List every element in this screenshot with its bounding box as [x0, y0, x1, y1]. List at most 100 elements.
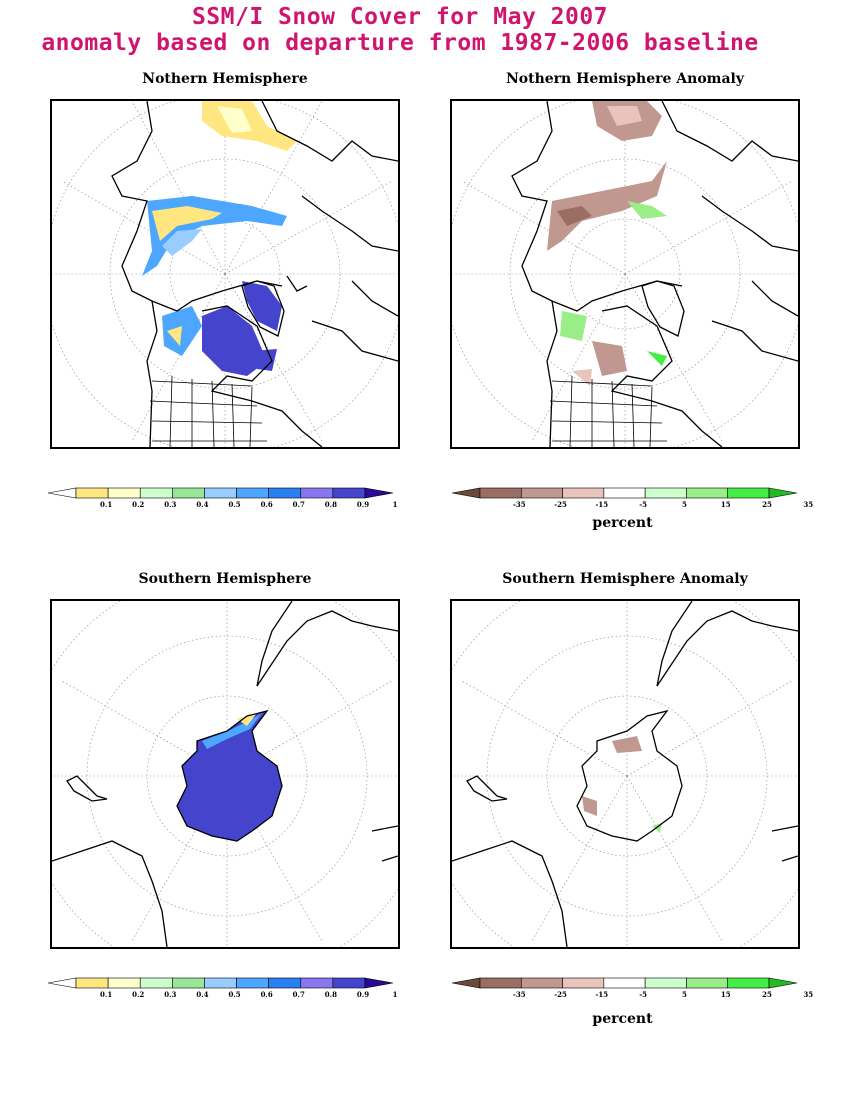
colorbar-tick-label: 0.2: [132, 500, 144, 509]
coastlines-sh-anomaly: [452, 601, 798, 947]
colorbar-left-extension: [47, 977, 77, 989]
colorbar-tick-label: -15: [596, 500, 609, 509]
colorbar-right-extension: [768, 977, 798, 989]
graticule: [52, 101, 398, 447]
colorbar-swatch: [332, 977, 366, 989]
colorbar-swatch: [268, 977, 302, 989]
colorbar-swatch: [172, 487, 205, 499]
colorbar-swatch: [686, 487, 729, 499]
map-sh-anomaly: [450, 599, 800, 949]
colorbar-tick-label: -5: [639, 990, 647, 999]
map-nh-anomaly: [450, 99, 800, 449]
colorbar-swatch: [603, 487, 646, 499]
colorbar-tick-label: -25: [554, 500, 567, 509]
colorbar-swatch: [520, 977, 563, 989]
map-nh: [50, 99, 400, 449]
coastlines-nh-anomaly: [511, 101, 798, 447]
colorbar-swatch: [520, 487, 563, 499]
colorbar-tick-label: 15: [721, 990, 731, 999]
colorbar-swatch: [727, 977, 770, 989]
colorbar-tick-label: 0.9: [357, 990, 369, 999]
colorbar-tick-label: 0.7: [293, 500, 305, 509]
colorbar-tick-label: 0.5: [228, 990, 240, 999]
state-borders: [549, 375, 667, 447]
colorbar-swatch: [603, 977, 646, 989]
main-subtitle: anomaly based on departure from 1987-200…: [41, 30, 759, 56]
colorbar-swatch: [236, 487, 269, 499]
colorbar-swatch: [236, 977, 269, 989]
colorbar-tick-label: 5: [682, 500, 687, 509]
colorbar-tick-label: -15: [596, 990, 609, 999]
colorbar-left-extension: [451, 977, 481, 989]
colorbar-nh-anomaly: -35 -25 -15 -5 5 15 25 35: [451, 487, 813, 509]
graticule: [452, 101, 798, 447]
colorbar-swatch: [300, 977, 334, 989]
colorbar-swatch: [644, 977, 687, 989]
colorbar-anomaly-svg: -35 -25 -15 -5 5 15 25 35: [451, 487, 813, 509]
panel-title-sh-anomaly: Southern Hemisphere Anomaly: [502, 571, 748, 587]
coastlines-sh: [52, 601, 398, 947]
colorbar-tick-label: -5: [639, 500, 647, 509]
colorbar-swatch: [332, 487, 366, 499]
colorbar-tick-label: 0.7: [293, 990, 305, 999]
colorbar-anomaly-svg: -35 -25 -15 -5 5 15 25 35: [451, 977, 813, 999]
panel-title-nh-anomaly: Nothern Hemisphere Anomaly: [505, 71, 744, 87]
panel-title-nh: Nothern Hemisphere: [142, 71, 308, 87]
colorbar-swatch: [139, 487, 173, 499]
colorbar-tick-label: 25: [762, 500, 772, 509]
colorbar-tick-label: 0.5: [228, 500, 240, 509]
panel-title-sh: Southern Hemisphere: [138, 571, 312, 587]
map-sh: [50, 599, 400, 949]
colorbar-sh-anomaly: -35 -25 -15 -5 5 15 25 35: [451, 977, 813, 999]
colorbar-fraction-svg: 0.1 0.2 0.3 0.4 0.5 0.6 0.7 0.8 0.9 1: [47, 487, 398, 509]
colorbar-right-extension: [768, 487, 798, 499]
colorbar-tick-label: 0.3: [164, 500, 176, 509]
graticule: [452, 601, 798, 947]
colorbar-tick-label: 0.3: [164, 990, 176, 999]
coastlines-nh: [111, 101, 398, 447]
colorbar-fraction-svg: 0.1 0.2 0.3 0.4 0.5 0.6 0.7 0.8 0.9 1: [47, 977, 398, 999]
anomaly-sh: [582, 736, 662, 833]
colorbar-unit-nh: percent: [592, 515, 653, 531]
colorbar-swatch: [204, 487, 237, 499]
colorbar-tick-label: 0.6: [261, 990, 273, 999]
colorbar-right-extension: [364, 487, 394, 499]
antarctica-snow: [177, 711, 282, 841]
colorbar-tick-label: 0.1: [100, 990, 112, 999]
colorbar-swatch: [562, 487, 605, 499]
colorbar-tick-label: 0.8: [325, 990, 337, 999]
colorbar-tick-label: 0.2: [132, 990, 144, 999]
colorbar-swatch: [562, 977, 605, 989]
colorbar-tick-label: 0.4: [196, 500, 208, 509]
colorbar-left-extension: [47, 487, 77, 499]
colorbar-right-extension: [364, 977, 394, 989]
colorbar-swatch: [75, 977, 109, 989]
colorbar-swatch: [686, 977, 729, 989]
anomaly-nh: [547, 101, 667, 386]
main-title: SSM/I Snow Cover for May 2007: [191, 4, 609, 30]
colorbar-left-extension: [451, 487, 481, 499]
colorbar-swatch: [644, 487, 687, 499]
colorbar-swatch: [107, 977, 141, 989]
colorbar-swatch: [172, 977, 205, 989]
colorbar-tick-label: -35: [513, 990, 526, 999]
colorbar-sh-fraction: 0.1 0.2 0.3 0.4 0.5 0.6 0.7 0.8 0.9 1: [47, 977, 398, 999]
snow-cover-nh: [142, 101, 297, 376]
colorbar-tick-label: 1: [393, 500, 398, 509]
colorbar-tick-label: 15: [721, 500, 731, 509]
state-borders: [149, 375, 267, 447]
colorbar-tick-label: 0.6: [261, 500, 273, 509]
colorbar-swatch: [268, 487, 302, 499]
colorbar-tick-label: 0.9: [357, 500, 369, 509]
colorbar-swatch: [479, 487, 522, 499]
colorbar-unit-sh: percent: [592, 1011, 653, 1027]
colorbar-tick-label: 5: [682, 990, 687, 999]
colorbar-tick-label: 35: [803, 500, 813, 509]
colorbar-tick-label: 1: [393, 990, 398, 999]
graticule: [52, 601, 398, 947]
colorbar-swatch: [139, 977, 173, 989]
colorbar-swatch: [479, 977, 522, 989]
colorbar-tick-label: 0.8: [325, 500, 337, 509]
colorbar-tick-label: -25: [554, 990, 567, 999]
colorbar-tick-label: 35: [803, 990, 813, 999]
